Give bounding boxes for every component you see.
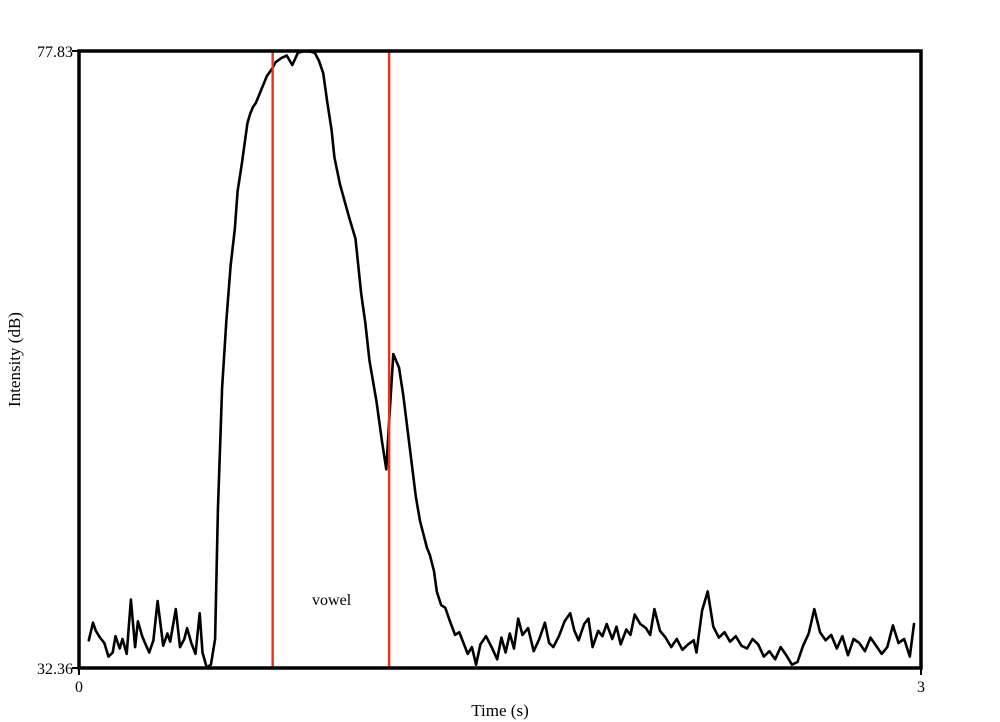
y-tick-label-max: 77.83	[37, 44, 73, 61]
plot-area	[87, 50, 916, 669]
segment-boundaries	[271, 51, 391, 668]
x-tick-label-min: 0	[75, 679, 83, 696]
x-tick-label-max: 3	[917, 679, 925, 696]
axis-ticks	[72, 50, 922, 675]
intensity-curve	[87, 50, 916, 669]
annotation-vowel: vowel	[312, 592, 352, 609]
y-axis-label: Intensity (dB)	[5, 312, 24, 407]
y-tick-label-min: 32.36	[37, 661, 73, 678]
plot-frame	[77, 49, 923, 670]
x-axis-label: Time (s)	[471, 701, 528, 720]
